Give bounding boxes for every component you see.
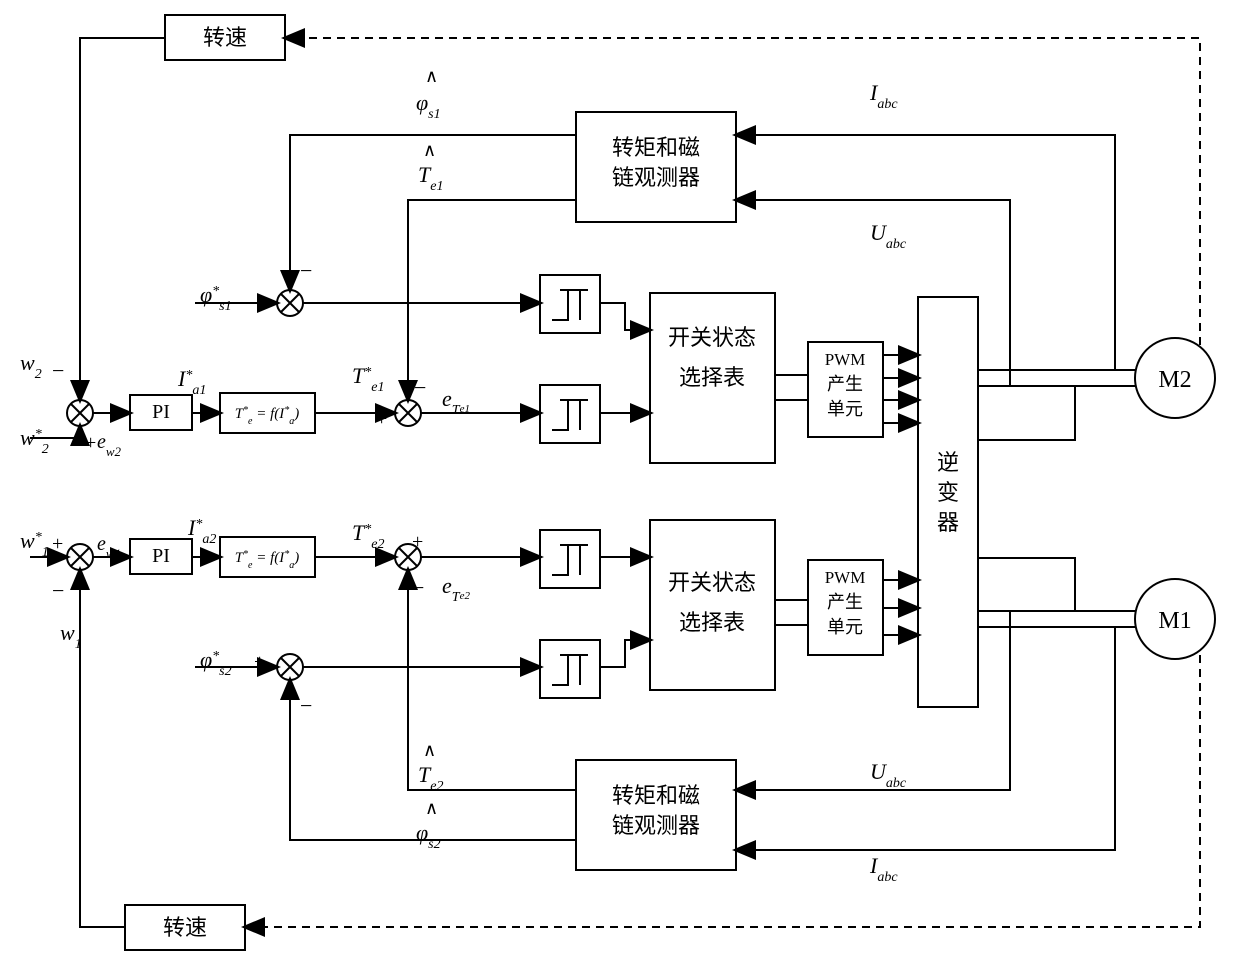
hat-phi-s2: ∧ xyxy=(425,798,438,818)
minus-w1: − xyxy=(52,578,64,603)
hysteresis-2-block xyxy=(540,385,600,443)
plus-w1: + xyxy=(52,533,63,555)
hysteresis-4-block xyxy=(540,640,600,698)
lbl-w2star: w*2 xyxy=(20,425,49,457)
summer-te1 xyxy=(395,400,421,426)
lbl-w1: w1 xyxy=(60,620,82,652)
minus-w2: − xyxy=(52,358,64,383)
lbl-Ia1: I*a1 xyxy=(177,366,206,398)
lbl-phis2star: φ*s2 xyxy=(200,647,232,679)
speed-bot-label: 转速 xyxy=(163,915,207,940)
switch-top-l1: 开关状态 xyxy=(668,325,756,350)
summer-w2 xyxy=(67,400,93,426)
edge-speedtop-w2 xyxy=(80,38,165,400)
pwm-top-l1: PWM xyxy=(825,350,866,369)
lbl-phis2hat: φs2 xyxy=(416,820,441,852)
summer-w1 xyxy=(67,544,93,570)
lbl-ew2: ew2 xyxy=(97,431,122,459)
pwm-bot-l2: 产生 xyxy=(827,592,863,612)
plus-w2: + xyxy=(85,432,96,454)
summer-phi2 xyxy=(277,654,303,680)
edge-hyst4-switchbot xyxy=(600,640,650,667)
observer-top-label1: 转矩和磁 xyxy=(612,135,700,160)
pwm-top-l2: 产生 xyxy=(827,374,863,394)
inverter-l2: 变 xyxy=(937,480,959,505)
edge-speedbot-w1 xyxy=(80,570,125,927)
lbl-Te1hat: Te1 xyxy=(418,162,443,194)
lbl-eTe2: eTe2 xyxy=(442,573,470,605)
observer-bot-label1: 转矩和磁 xyxy=(612,783,700,808)
hysteresis-3-block xyxy=(540,530,600,588)
plus-te1: + xyxy=(376,408,387,430)
switch-bot-block xyxy=(650,520,775,690)
lbl-Te2star: T*e2 xyxy=(352,520,384,552)
switch-top-l2: 选择表 xyxy=(679,365,745,390)
edge-hyst1-switch xyxy=(600,303,650,330)
hat-phi-s1: ∧ xyxy=(425,66,438,86)
lbl-phis1hat: φs1 xyxy=(416,90,441,122)
edge-inv-m2-tap xyxy=(978,386,1075,440)
plus-te2: + xyxy=(412,531,423,553)
lbl-Te1star: T*e1 xyxy=(352,363,384,395)
lbl-Te2hat: Te2 xyxy=(418,762,443,794)
inverter-l1: 逆 xyxy=(937,450,959,475)
speed-top-label: 转速 xyxy=(203,25,247,50)
switch-bot-l2: 选择表 xyxy=(679,610,745,635)
lbl-w2: w2 xyxy=(20,350,42,382)
inverter-l3: 器 xyxy=(937,510,959,535)
minus-te1: − xyxy=(414,375,426,400)
switch-bot-l1: 开关状态 xyxy=(668,570,756,595)
lbl-Uabc-bot: Uabc xyxy=(870,759,907,791)
hat-te2: ∧ xyxy=(423,740,436,760)
lbl-phis1star: φ*s1 xyxy=(200,282,232,314)
lbl-w1star: w*1 xyxy=(20,528,49,560)
pwm-bot-l1: PWM xyxy=(825,568,866,587)
pi-top-label: PI xyxy=(152,401,170,423)
hysteresis-1-block xyxy=(540,275,600,333)
observer-bot-label2: 链观测器 xyxy=(612,813,700,838)
pwm-bot-l3: 单元 xyxy=(827,617,863,637)
lbl-Iabc-top: Iabc xyxy=(869,80,898,112)
minus-phi1: − xyxy=(300,258,312,283)
minus-te2: − xyxy=(412,575,424,600)
observer-top-label2: 链观测器 xyxy=(612,165,700,190)
edge-inv-m1-tap xyxy=(978,558,1075,611)
lbl-Iabc-bot: Iabc xyxy=(869,853,898,885)
motor-m1-label: M1 xyxy=(1158,608,1191,634)
summer-phi1 xyxy=(277,290,303,316)
plus-phi2: + xyxy=(254,651,265,673)
lbl-Uabc-top: Uabc xyxy=(870,220,907,252)
motor-m2-label: M2 xyxy=(1158,367,1191,393)
minus-phi2: − xyxy=(300,693,312,718)
hat-te1: ∧ xyxy=(423,140,436,160)
pi-bot-label: PI xyxy=(152,545,170,567)
pwm-top-l3: 单元 xyxy=(827,399,863,419)
